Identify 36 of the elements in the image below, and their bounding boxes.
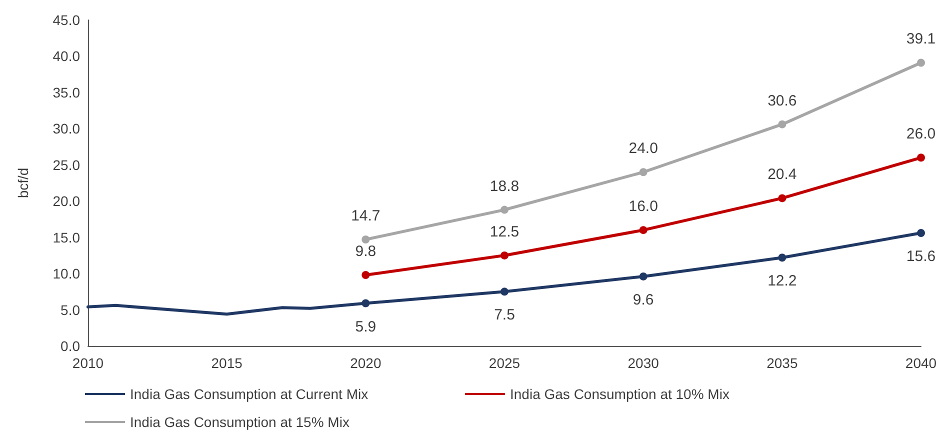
data-label: 18.8 <box>490 178 520 195</box>
x-tick-label: 2040 <box>905 355 937 371</box>
data-label: 39.1 <box>906 30 936 48</box>
y-tick-label: 5.0 <box>60 302 80 318</box>
data-label: 9.6 <box>632 291 654 308</box>
x-tick-label: 2035 <box>766 355 798 371</box>
data-label: 26.0 <box>906 126 936 143</box>
data-label: 30.6 <box>768 92 797 110</box>
data-label: 14.7 <box>351 208 380 225</box>
legend-label: India Gas Consumption at Current Mix <box>130 386 368 402</box>
data-label: 12.5 <box>490 223 520 240</box>
data-label: 5.9 <box>355 318 376 336</box>
x-tick-label: 2025 <box>488 355 520 371</box>
data-label: 16.0 <box>628 198 658 216</box>
legend-label: India Gas Consumption at 15% Mix <box>130 414 350 430</box>
data-label: 24.0 <box>628 140 658 158</box>
data-label: 15.6 <box>906 248 936 265</box>
y-tick-label: 40.0 <box>52 48 80 64</box>
x-tick-label: 2015 <box>211 355 243 371</box>
data-label: 12.2 <box>768 272 797 290</box>
data-label: 7.5 <box>494 306 515 324</box>
y-tick-label: 0.0 <box>60 338 80 354</box>
data-label: 9.8 <box>355 243 376 260</box>
y-tick-label: 15.0 <box>52 229 80 246</box>
x-tick-label: 2020 <box>350 355 382 371</box>
legend-label: India Gas Consumption at 10% Mix <box>510 386 730 402</box>
y-tick-label: 45.0 <box>52 12 80 28</box>
y-tick-label: 20.0 <box>52 193 80 210</box>
x-tick-label: 2010 <box>72 355 104 371</box>
x-tick-label: 2030 <box>628 355 660 371</box>
y-tick-label: 30.0 <box>52 120 80 137</box>
y-tick-label: 35.0 <box>52 84 80 100</box>
y-axis-title: bcf/d <box>15 168 31 198</box>
y-tick-label: 10.0 <box>52 266 80 282</box>
data-label: 20.4 <box>768 166 797 184</box>
y-tick-label: 25.0 <box>52 156 80 173</box>
